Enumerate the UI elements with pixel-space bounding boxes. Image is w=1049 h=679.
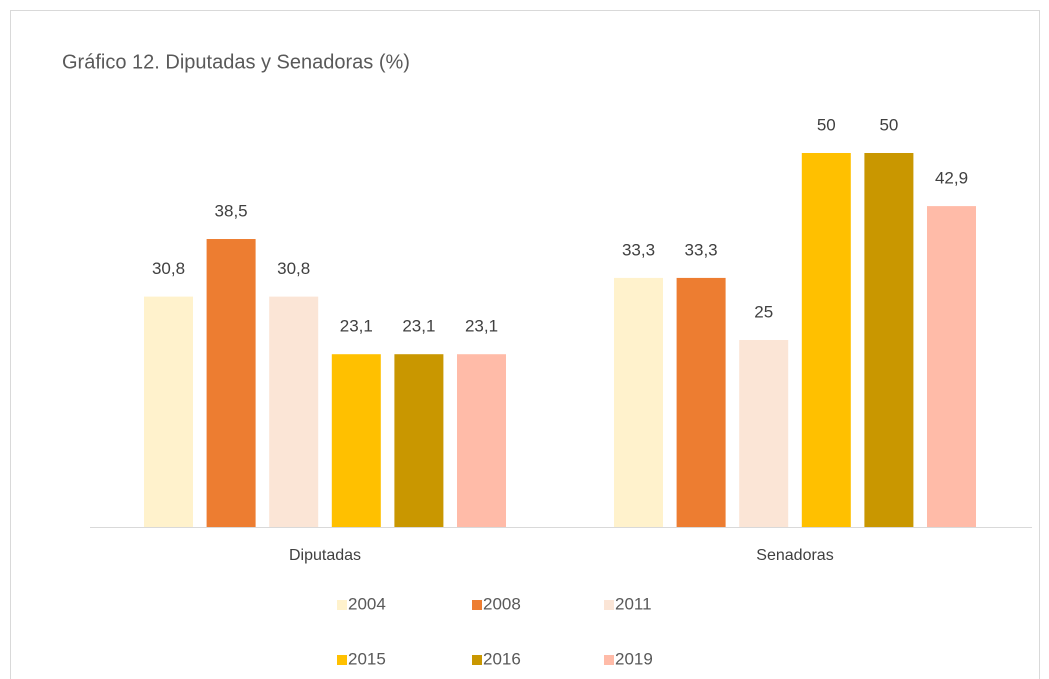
bar [144, 296, 193, 527]
bar [927, 206, 976, 527]
bar [801, 153, 851, 527]
bar [394, 354, 444, 527]
chart-title: Gráfico 12. Diputadas y Senadoras (%) [62, 51, 410, 73]
data-label: 23,1 [340, 317, 373, 336]
legend-swatch [604, 600, 614, 610]
bar [864, 153, 914, 527]
data-label: 38,5 [215, 202, 248, 221]
data-label: 50 [817, 115, 836, 134]
legend-label: 2019 [615, 649, 653, 668]
bar [739, 340, 789, 527]
bar [206, 239, 256, 527]
data-label: 42,9 [935, 169, 968, 188]
bar [614, 277, 663, 527]
legend-label: 2011 [615, 594, 652, 613]
bar [331, 354, 381, 527]
bar [676, 277, 726, 527]
data-label: 33,3 [685, 240, 718, 259]
data-label: 50 [879, 115, 898, 134]
bar [457, 354, 506, 527]
data-label: 25 [754, 302, 773, 321]
legend-swatch [337, 600, 347, 610]
legend-label: 2016 [483, 649, 521, 668]
legend-label: 2008 [483, 594, 521, 613]
x-tick-label: Senadoras [756, 547, 833, 564]
legend-swatch [337, 655, 347, 665]
x-tick-label: Diputadas [289, 547, 361, 564]
legend-label: 2004 [348, 594, 386, 613]
legend-swatch [472, 600, 482, 610]
data-label: 30,8 [152, 259, 185, 278]
bar [269, 296, 319, 527]
legend-label: 2015 [348, 649, 386, 668]
data-label: 23,1 [465, 317, 498, 336]
data-label: 23,1 [402, 317, 435, 336]
legend-swatch [472, 655, 482, 665]
legend-swatch [604, 655, 614, 665]
data-label: 33,3 [622, 240, 655, 259]
data-label: 30,8 [277, 259, 310, 278]
